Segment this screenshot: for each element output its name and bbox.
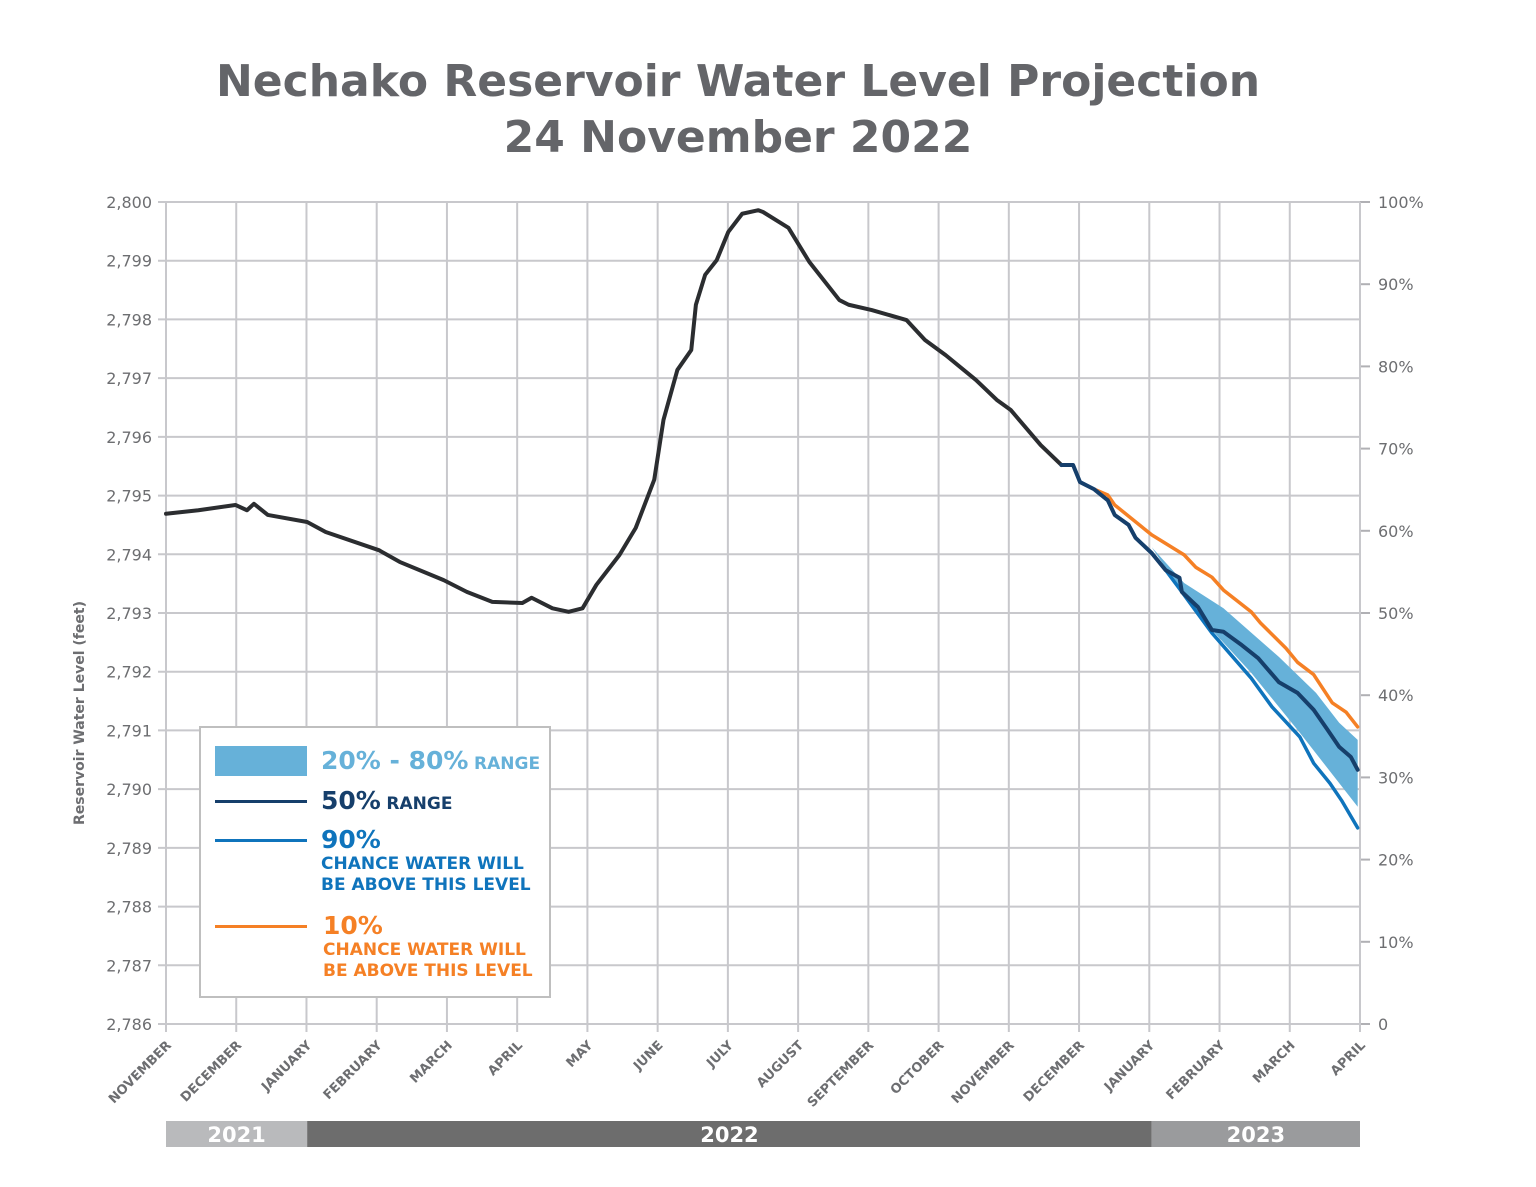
y2-tick-label: 90%	[1378, 275, 1414, 294]
series-line-90pct	[1059, 463, 1360, 830]
y-axis-label: Reservoir Water Level (feet)	[72, 601, 88, 825]
y2-tick-label: 20%	[1378, 851, 1414, 870]
y2-tick-label: 70%	[1378, 440, 1414, 459]
x-tick-label: JULY	[703, 1038, 737, 1072]
p90-line1: CHANCE WATER WILL	[321, 854, 524, 874]
subtitle-line: 24 November 2022	[503, 112, 973, 163]
y-tick-label: 2,789	[106, 839, 152, 858]
x-tick-label: MARCH	[407, 1038, 455, 1086]
y-tick-label: 2,800	[106, 193, 152, 212]
median-word: RANGE	[386, 794, 453, 814]
median-pct: 50%	[321, 786, 381, 815]
y-tick-label: 2,786	[106, 1015, 152, 1034]
y2-tick-label: 0	[1378, 1015, 1388, 1034]
y2-tick-label: 80%	[1378, 357, 1414, 376]
y-tick-label: 2,797	[106, 369, 152, 388]
y-tick-label: 2,790	[106, 780, 152, 799]
y-tick-label: 2,788	[106, 898, 152, 917]
p90-line2: BE ABOVE THIS LEVEL	[321, 875, 531, 895]
band-pct: 20% - 80%	[321, 746, 469, 775]
year-bar-segment	[166, 1121, 308, 1147]
legend: 20% - 80% RANGE 50% RANGE 90% CHANCE WATE…	[199, 726, 551, 998]
y2-tick-label: 30%	[1378, 768, 1414, 787]
x-tick-label: SEPTEMBER	[805, 1038, 877, 1110]
p90-pct: 90%	[321, 825, 381, 854]
y2-tick-label: 40%	[1378, 686, 1414, 705]
year-bar-segment	[1151, 1121, 1360, 1147]
x-tick-label: APRIL	[1328, 1038, 1369, 1079]
y2-tick-label: 100%	[1378, 193, 1424, 212]
year-bar-segment	[307, 1121, 1152, 1147]
p10-line2: BE ABOVE THIS LEVEL	[323, 961, 533, 981]
y-tick-label: 2,796	[106, 428, 152, 447]
year-label: 2023	[1227, 1123, 1285, 1147]
x-tick-label: NOVEMBER	[106, 1038, 175, 1107]
y2-tick-label: 50%	[1378, 604, 1414, 623]
x-tick-label: JANUARY	[258, 1038, 315, 1095]
chart-title: Nechako Reservoir Water Level Projection…	[0, 54, 1476, 166]
x-tick-label: AUGUST	[754, 1038, 807, 1091]
y2-tick-label: 60%	[1378, 522, 1414, 541]
x-tick-label: DECEMBER	[1021, 1038, 1088, 1105]
p10-line1: CHANCE WATER WILL	[323, 940, 526, 960]
p10-pct: 10%	[323, 911, 383, 940]
y-tick-label: 2,799	[106, 252, 152, 271]
x-tick-label: FEBRUARY	[1164, 1038, 1229, 1103]
y2-tick-label: 10%	[1378, 933, 1414, 952]
p90-swatch	[215, 839, 307, 842]
y-tick-label: 2,798	[106, 310, 152, 329]
band-swatch	[215, 746, 307, 776]
year-label: 2021	[207, 1123, 265, 1147]
p10-swatch	[215, 925, 307, 928]
band-word: RANGE	[474, 754, 541, 774]
series-line-50pct	[1059, 463, 1360, 772]
y-tick-label: 2,791	[106, 721, 152, 740]
y-tick-label: 2,787	[106, 956, 152, 975]
x-tick-label: NOVEMBER	[949, 1038, 1018, 1107]
median-swatch	[215, 800, 307, 803]
x-tick-label: MARCH	[1250, 1038, 1298, 1086]
x-tick-label: FEBRUARY	[321, 1038, 386, 1103]
y-tick-label: 2,793	[106, 604, 152, 623]
x-tick-label: DECEMBER	[178, 1038, 245, 1105]
x-tick-label: APRIL	[485, 1038, 526, 1079]
y-tick-label: 2,792	[106, 663, 152, 682]
title-line: Nechako Reservoir Water Level Projection	[215, 56, 1261, 107]
series-line-10pct	[1092, 487, 1360, 729]
y-tick-label: 2,795	[106, 487, 152, 506]
x-tick-label: OCTOBER	[888, 1038, 948, 1098]
x-tick-label: MAY	[564, 1038, 597, 1071]
x-tick-label: JANUARY	[1101, 1038, 1158, 1095]
x-tick-label: JUNE	[630, 1038, 666, 1074]
year-label: 2022	[700, 1123, 758, 1147]
historical-line	[164, 208, 1064, 614]
y-tick-label: 2,794	[106, 545, 152, 564]
